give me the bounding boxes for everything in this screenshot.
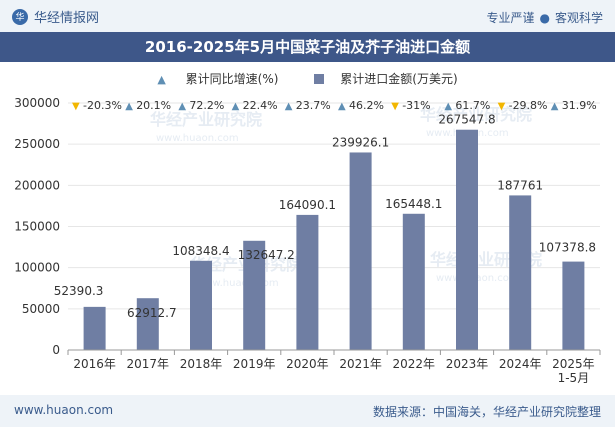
value-label: 132647.2 <box>238 248 295 262</box>
value-label: 108348.4 <box>172 244 229 258</box>
brand-logo-icon: 华 <box>12 8 28 25</box>
x-tick-label: 1-5月 <box>558 371 590 385</box>
value-label: 187761 <box>497 178 543 192</box>
y-tick-label: 200000 <box>14 178 60 192</box>
value-label: 267547.8 <box>438 113 495 127</box>
legend-swatch <box>314 74 325 84</box>
growth-label: -31% <box>402 99 430 112</box>
x-tick-label: 2018年 <box>180 357 223 371</box>
watermark-url: www.huaon.com <box>156 133 239 144</box>
growth-label: -20.3% <box>83 99 122 112</box>
triangle-down-icon: ▼ <box>391 101 399 112</box>
tagline-left: 专业严谨 <box>486 11 535 25</box>
bar <box>349 152 372 350</box>
value-label: 164090.1 <box>279 198 336 212</box>
x-tick-label: 2025年 <box>552 357 595 371</box>
footer-website[interactable]: www.huaon.com <box>14 403 114 417</box>
chart-title: 2016-2025年5月中国菜子油及芥子油进口金额 <box>0 32 615 62</box>
dot-icon: ● <box>539 11 550 25</box>
growth-label: -29.8% <box>509 99 548 112</box>
value-labels: 52390.3 62912.7 108348.4 132647.2 164090.1 23… <box>54 113 596 320</box>
x-tick-label: 2019年 <box>233 357 276 371</box>
bar <box>136 298 159 350</box>
x-tick-label: 2017年 <box>127 357 170 371</box>
y-axis: 0 50000 100000 150000 200000 250000 300000 <box>14 96 60 357</box>
watermark-text: 华经产业研究院 <box>420 105 532 124</box>
x-tick-label: 2021年 <box>339 357 382 371</box>
triangle-up-icon: ▲ <box>178 101 186 112</box>
triangle-up-icon: ▲ <box>338 101 346 112</box>
bar <box>190 260 212 350</box>
chart-canvas: 华经产业研究院 www.huaon.com 华经产业研究院 www.huaon.com… <box>14 96 601 385</box>
tagline-right: 客观科学 <box>554 11 603 25</box>
growth-label: 31.9% <box>562 99 597 112</box>
watermark-text: 华经产业研究院 <box>150 110 262 129</box>
value-label: 239926.1 <box>332 135 389 149</box>
y-tick-label: 150000 <box>14 220 60 234</box>
growth-labels: ▼ -20.3% ▲ 20.1% ▲ 72.2% ▲ 22.4% ▲ 23.7% ▲ 46.2% ▼ -3… <box>72 99 597 112</box>
growth-label: 46.2% <box>349 99 384 112</box>
x-axis: 2016年 2017年 2018年 2019年 2020年 2021年 2022年 2023年… <box>67 349 601 385</box>
bar <box>402 213 425 350</box>
bar <box>456 129 478 350</box>
y-tick-label: 250000 <box>14 137 60 151</box>
legend-amount: 累计进口金额(万美元) <box>306 72 465 86</box>
value-label: 62912.7 <box>127 306 177 320</box>
triangle-up-icon: ▲ <box>285 101 293 112</box>
triangle-down-icon: ▼ <box>498 101 506 112</box>
bar <box>243 240 266 350</box>
value-label: 107378.8 <box>539 241 596 255</box>
x-tick-label: 2020年 <box>286 357 329 371</box>
triangle-up-icon: ▲ <box>157 73 166 86</box>
x-tick-label: 2022年 <box>393 357 436 371</box>
chart-legend: ▲ 累计同比增速(%) 累计进口金额(万美元) <box>0 70 615 87</box>
x-tick-label: 2016年 <box>73 357 116 371</box>
legend-amount-label: 累计进口金额(万美元) <box>340 72 458 86</box>
brand-name: 华经情报网 <box>34 11 100 26</box>
bar <box>562 261 585 350</box>
bar-series <box>83 129 585 350</box>
watermark-url: www.huaon.com <box>196 278 279 289</box>
header-bar: 华 华经情报网 专业严谨 ● 客观科学 <box>0 0 615 32</box>
triangle-down-icon: ▼ <box>72 101 80 112</box>
x-tick-label: 2024年 <box>499 357 542 371</box>
value-label: 165448.1 <box>385 197 442 211</box>
triangle-up-icon: ▲ <box>125 101 133 112</box>
y-tick-label: 50000 <box>22 302 60 316</box>
footer-bar: www.huaon.com 数据来源：中国海关，华经产业研究院整理 <box>0 395 615 427</box>
triangle-up-icon: ▲ <box>444 101 452 112</box>
y-tick-label: 0 <box>52 343 60 357</box>
growth-label: 20.1% <box>136 99 171 112</box>
value-label: 52390.3 <box>54 284 104 298</box>
triangle-up-icon: ▲ <box>551 101 559 112</box>
growth-label: 23.7% <box>296 99 331 112</box>
x-tick-label: 2023年 <box>446 357 489 371</box>
y-tick-label: 300000 <box>14 96 60 110</box>
bar <box>296 214 319 350</box>
tagline: 专业严谨 ● 客观科学 <box>486 9 603 26</box>
brand[interactable]: 华 华经情报网 <box>12 7 99 26</box>
growth-label: 72.2% <box>189 99 224 112</box>
triangle-up-icon: ▲ <box>232 101 240 112</box>
bar <box>83 306 106 350</box>
legend-growth: ▲ 累计同比增速(%) <box>149 72 286 86</box>
footer-source: 数据来源：中国海关，华经产业研究院整理 <box>372 405 601 419</box>
growth-label: 22.4% <box>243 99 278 112</box>
growth-label: 61.7% <box>455 99 490 112</box>
legend-growth-label: 累计同比增速(%) <box>185 72 279 86</box>
bar <box>509 195 532 350</box>
y-tick-label: 100000 <box>14 261 60 275</box>
